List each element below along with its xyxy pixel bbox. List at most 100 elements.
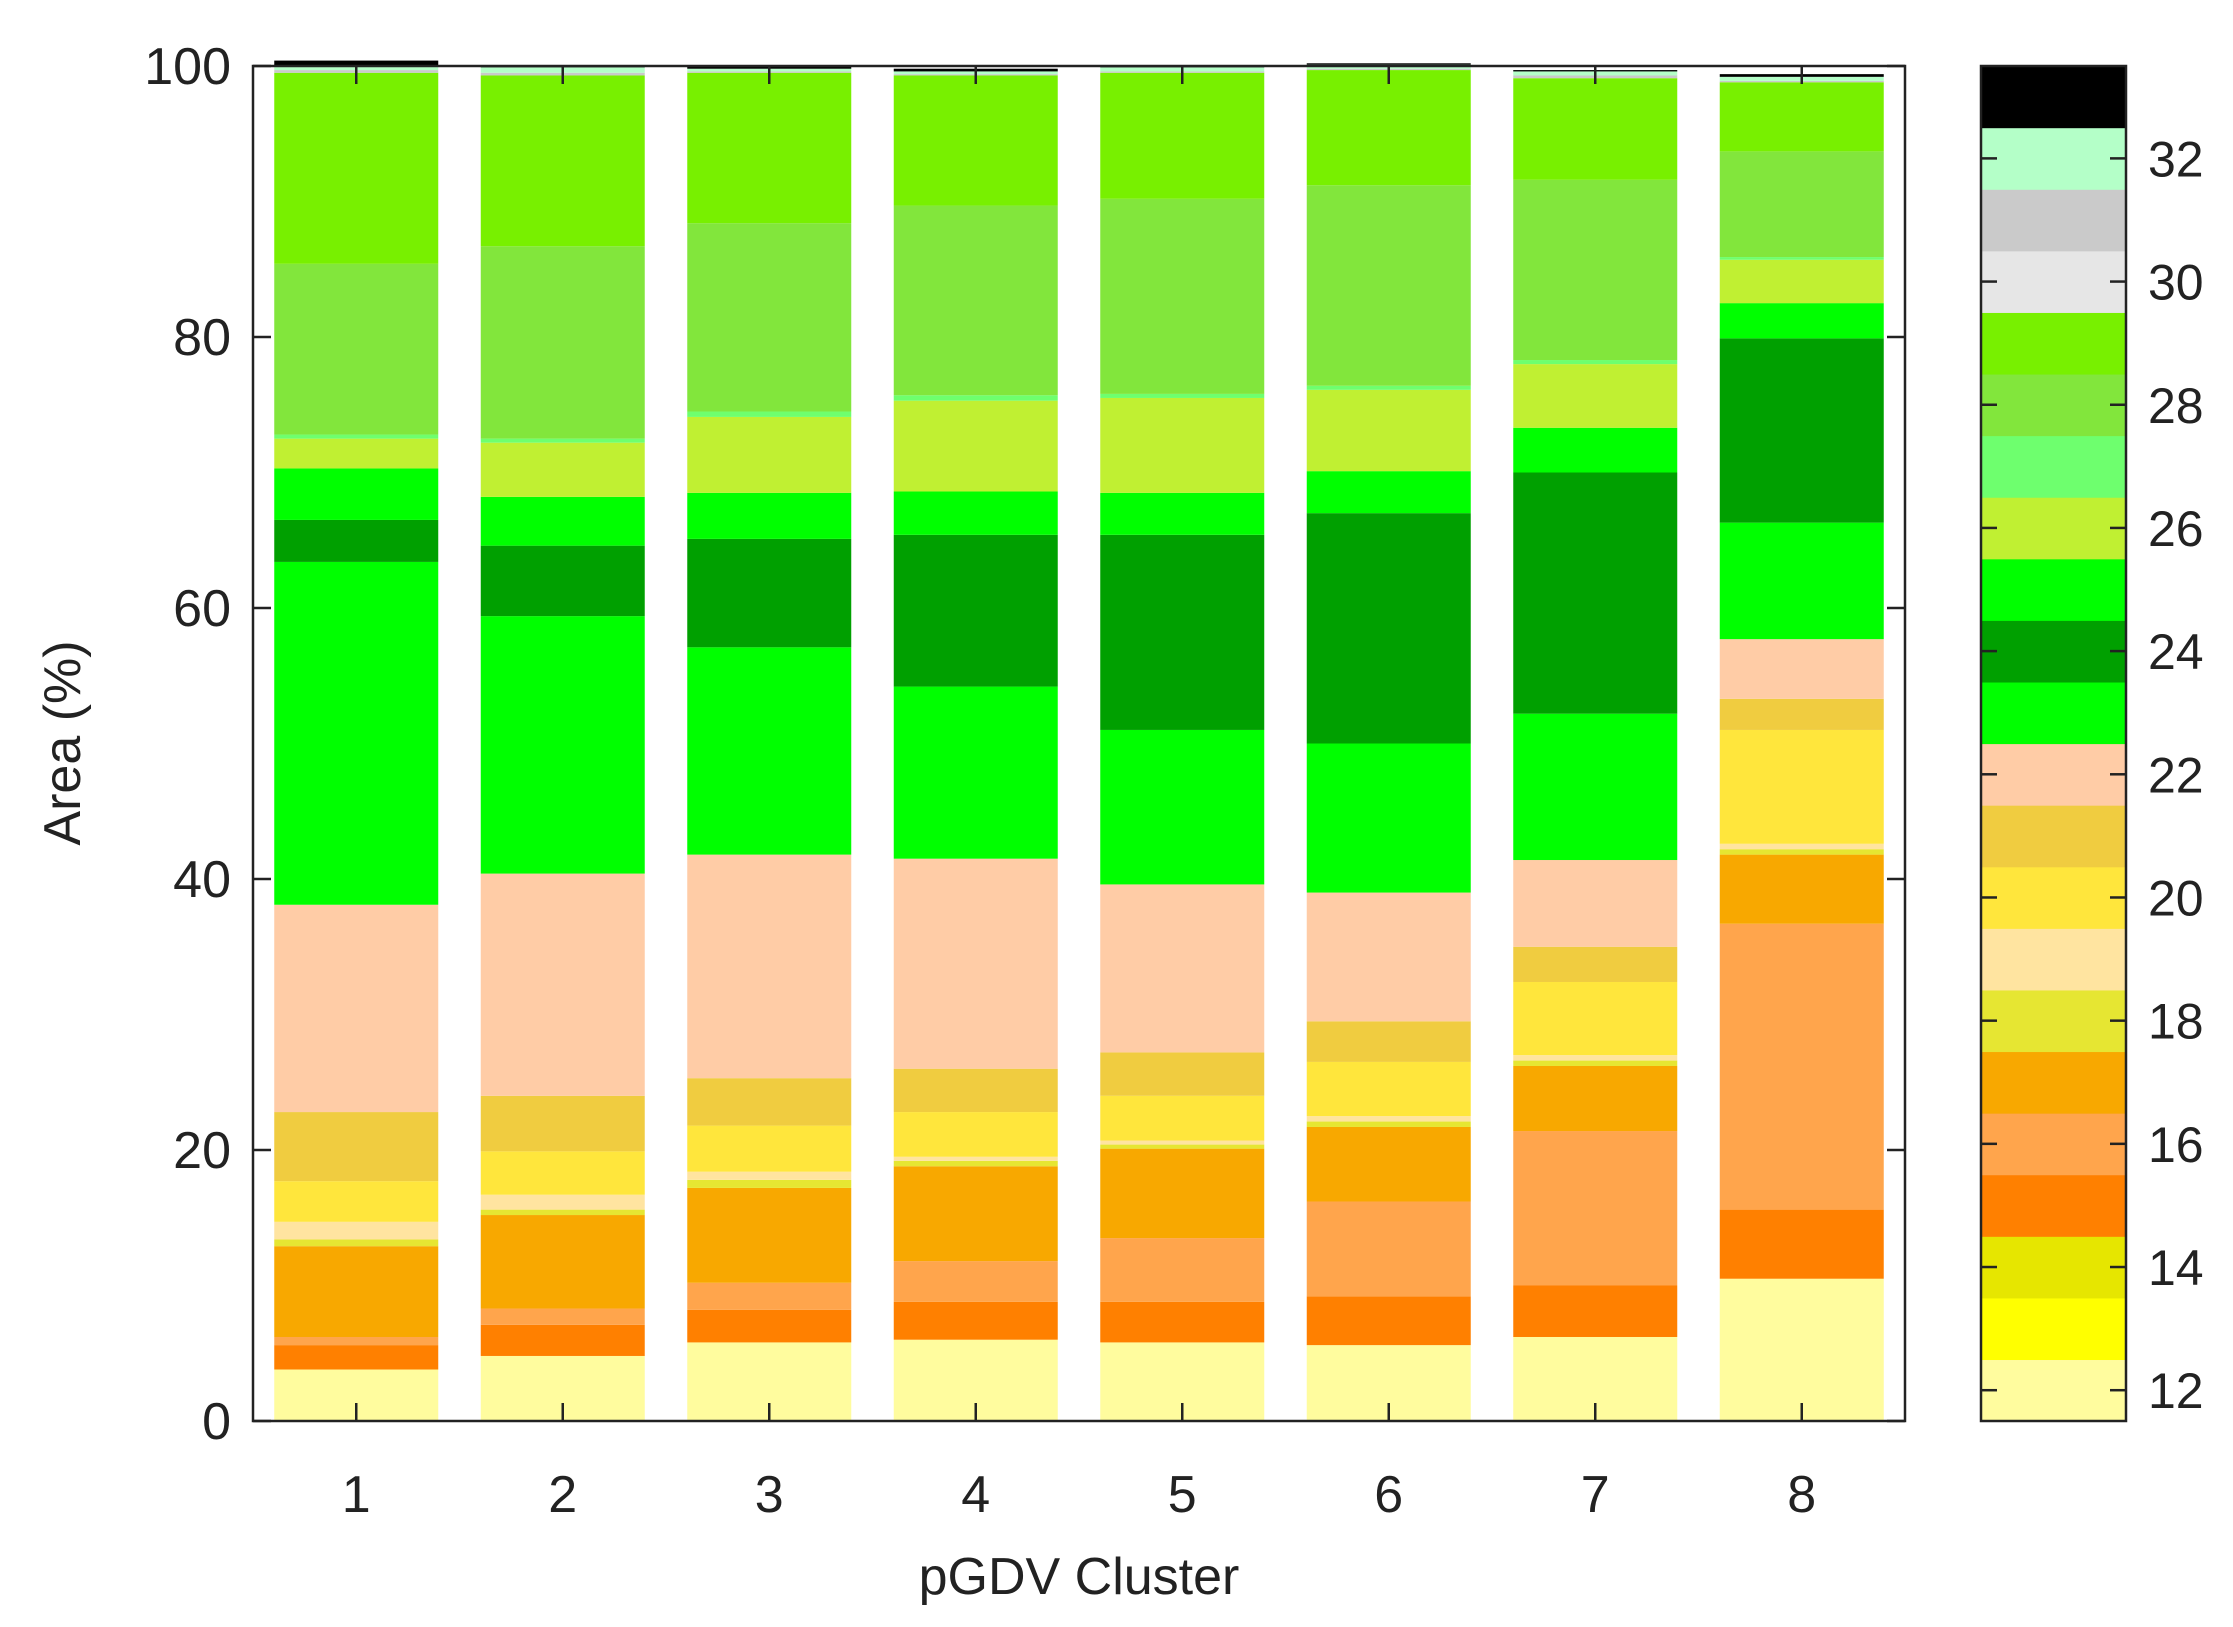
colorbar-swatch-17 — [1981, 1051, 2126, 1114]
colorbar-swatch-13 — [1981, 1297, 2126, 1361]
bar-segment-5-17 — [1100, 1148, 1265, 1239]
x-tick-label-6: 6 — [1374, 1466, 1403, 1524]
bar-segment-4-26 — [893, 400, 1058, 492]
bar-segment-8-27 — [1719, 257, 1884, 260]
colorbar-swatch-22 — [1981, 743, 2126, 806]
bar-segment-4-16 — [893, 1261, 1058, 1302]
bar-segment-4-23 — [893, 686, 1058, 859]
colorbar-swatch-30 — [1981, 250, 2126, 313]
colorbar-swatch-25 — [1981, 558, 2126, 621]
x-tick-label-2: 2 — [548, 1466, 577, 1524]
bar-segment-6-20 — [1306, 1061, 1471, 1117]
colorbar-tick-label-16: 16 — [2148, 1117, 2204, 1173]
colorbar-swatch-16 — [1981, 1113, 2126, 1176]
bar-segment-2-19 — [480, 1194, 645, 1210]
colorbar-swatch-19 — [1981, 928, 2126, 991]
bars-layer — [274, 60, 1884, 1421]
bar-segment-1-15 — [274, 1345, 439, 1370]
y-tick-label-0: 0 — [202, 1393, 231, 1451]
bar-segment-2-26 — [480, 442, 645, 497]
bar-segment-5-18 — [1100, 1144, 1265, 1149]
bar-segment-1-16 — [274, 1336, 439, 1346]
bar-segment-8-28 — [1719, 151, 1884, 258]
bar-segment-2-29 — [480, 75, 645, 247]
bar-segment-1-18 — [274, 1239, 439, 1247]
bar-segment-5-29 — [1100, 72, 1265, 199]
bar-segment-3-19 — [687, 1171, 852, 1180]
bar-segment-8-16 — [1719, 923, 1884, 1210]
bar-segment-3-27 — [687, 411, 852, 417]
bar-segment-1-25 — [274, 468, 439, 520]
bar-segment-6-16 — [1306, 1201, 1471, 1297]
y-tick-label-20: 20 — [173, 1122, 231, 1180]
colorbar-swatch-23 — [1981, 681, 2126, 745]
bar-segment-6-33 — [1306, 63, 1471, 65]
bar-segment-3-22 — [687, 854, 852, 1079]
bar-segment-3-25 — [687, 492, 852, 539]
bar-segment-4-20 — [893, 1112, 1058, 1157]
y-tick-label-80: 80 — [173, 309, 231, 367]
bar-segment-8-19 — [1719, 843, 1884, 850]
bar-segment-1-33 — [274, 60, 439, 66]
bar-segment-2-22 — [480, 873, 645, 1096]
bar-segment-2-17 — [480, 1215, 645, 1309]
bar-segment-7-19 — [1513, 1055, 1678, 1061]
bar-segment-8-15 — [1719, 1209, 1884, 1279]
colorbar-swatch-28 — [1981, 373, 2126, 437]
colorbar-axis: 12 14 16 18 20 22 24 26 28 30 32 — [1981, 131, 2204, 1419]
bar-segment-6-28 — [1306, 185, 1471, 386]
colorbar-swatch-20 — [1981, 866, 2126, 929]
x-tick-label-1: 1 — [342, 1466, 371, 1524]
colorbar — [1981, 66, 2126, 1422]
colorbar-tick-label-18: 18 — [2148, 994, 2204, 1050]
x-tick-label-5: 5 — [1168, 1466, 1197, 1524]
bar-segment-3-16 — [687, 1282, 852, 1310]
colorbar-tick-label-22: 22 — [2148, 747, 2204, 803]
y-tick-label-60: 60 — [173, 580, 231, 638]
bar-segment-6-18 — [1306, 1121, 1471, 1127]
bar-segment-7-21 — [1513, 946, 1678, 982]
bar-segment-7-26 — [1513, 364, 1678, 428]
bar-segment-1-28 — [274, 263, 439, 435]
x-tick-label-3: 3 — [755, 1466, 784, 1524]
bar-segment-3-17 — [687, 1187, 852, 1283]
bar-segment-5-27 — [1100, 393, 1265, 398]
colorbar-swatch-26 — [1981, 497, 2126, 560]
bar-segment-5-19 — [1100, 1140, 1265, 1145]
bar-segment-6-25 — [1306, 471, 1471, 514]
y-axis: 0 20 40 60 80 100 — [144, 38, 1905, 1451]
bar-segment-8-12 — [1719, 1278, 1884, 1421]
bar-segment-7-23 — [1513, 713, 1678, 861]
y-tick-label-100: 100 — [144, 38, 231, 96]
bar-segment-8-25 — [1719, 303, 1884, 339]
bar-segment-6-29 — [1306, 70, 1471, 186]
colorbar-tick-label-30: 30 — [2148, 255, 2204, 311]
colorbar-tick-label-26: 26 — [2148, 501, 2204, 557]
bar-segment-6-19 — [1306, 1116, 1471, 1122]
colorbar-tick-label-28: 28 — [2148, 378, 2204, 434]
colorbar-swatch-12 — [1981, 1359, 2126, 1422]
colorbar-swatch-24 — [1981, 620, 2126, 683]
bar-segment-5-23 — [1100, 729, 1265, 885]
colorbar-swatch-15 — [1981, 1174, 2126, 1237]
bar-segment-8-24 — [1719, 338, 1884, 523]
y-axis-label: Area (%) — [34, 640, 92, 845]
bar-segment-5-22 — [1100, 884, 1265, 1053]
bar-segment-7-18 — [1513, 1060, 1678, 1066]
bar-segment-4-22 — [893, 858, 1058, 1069]
bar-segment-8-21 — [1719, 698, 1884, 730]
bar-segment-1-22 — [274, 904, 439, 1113]
bar-segment-2-16 — [480, 1308, 645, 1325]
bar-segment-8-17 — [1719, 854, 1884, 924]
bar-segment-2-27 — [480, 438, 645, 443]
colorbar-swatch-18 — [1981, 989, 2126, 1053]
bar-segment-4-27 — [893, 395, 1058, 401]
bar-segment-7-27 — [1513, 360, 1678, 365]
bar-segment-1-24 — [274, 519, 439, 562]
colorbar-tick-label-24: 24 — [2148, 624, 2204, 680]
bar-segment-5-24 — [1100, 534, 1265, 730]
colorbar-tick-label-12: 12 — [2148, 1363, 2204, 1419]
colorbar-swatch-31 — [1981, 189, 2126, 252]
bar-segment-3-24 — [687, 538, 852, 648]
colorbar-frame — [1979, 64, 2128, 1423]
